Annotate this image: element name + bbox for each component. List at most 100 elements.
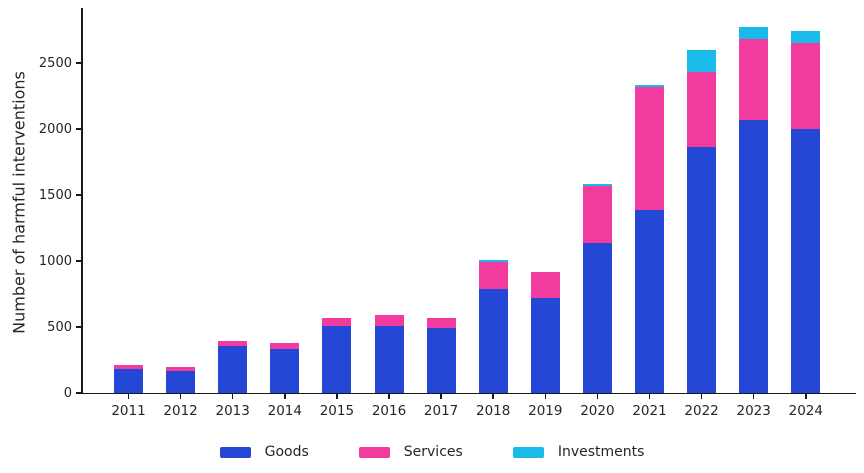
legend-swatch-services <box>358 446 390 458</box>
y-tick-label: 0 <box>63 385 72 401</box>
y-tick-label: 1000 <box>38 253 72 269</box>
x-tick-mark <box>700 394 703 399</box>
y-tick-mark <box>76 326 81 328</box>
y-tick-mark <box>76 260 81 262</box>
bar-segment-goods <box>739 119 769 393</box>
bar-segment-services <box>478 262 508 289</box>
x-tick-label: 2020 <box>580 403 615 419</box>
legend-label: Goods <box>264 444 309 460</box>
x-tick-label: 2014 <box>267 403 302 419</box>
y-tick-mark <box>76 128 81 130</box>
x-tick-label: 2024 <box>788 403 823 419</box>
legend-swatch-goods <box>219 446 251 458</box>
bar-group-2011 <box>114 365 143 393</box>
bar-group-2023 <box>739 26 769 393</box>
x-tick-mark <box>805 394 807 399</box>
bar-segment-services <box>218 340 248 347</box>
y-axis-spine <box>81 8 83 393</box>
x-tick-label: 2018 <box>476 403 511 419</box>
x-tick-label: 2012 <box>163 403 198 419</box>
bar-group-2019 <box>530 271 560 393</box>
x-tick-mark <box>544 394 547 399</box>
bar-segment-goods <box>791 128 821 393</box>
bar-segment-investments <box>739 26 769 39</box>
legend-item-goods: Goods <box>219 444 309 460</box>
x-tick-mark <box>648 394 651 399</box>
bar-group-2016 <box>374 315 404 393</box>
x-tick-label: 2013 <box>215 403 250 419</box>
bar-segment-services <box>426 318 456 329</box>
x-tick-mark <box>179 394 182 399</box>
bar-segment-goods <box>687 147 717 393</box>
bar-segment-services <box>322 317 352 327</box>
bar-group-2014 <box>270 342 300 393</box>
bar-segment-investments <box>791 31 821 43</box>
bar-group-2017 <box>426 318 456 393</box>
bar-segment-goods <box>426 328 456 393</box>
bar-group-2021 <box>635 84 664 393</box>
bar-segment-services <box>114 365 143 370</box>
x-tick-label: 2016 <box>371 403 407 419</box>
x-tick-mark <box>231 394 234 399</box>
bar-group-2024 <box>791 31 821 393</box>
bar-segment-services <box>270 342 300 349</box>
y-tick-mark <box>76 392 81 394</box>
x-tick-label: 2019 <box>528 403 563 419</box>
bar-group-2012 <box>166 367 196 393</box>
y-tick-label: 1500 <box>38 187 72 203</box>
bar-segment-goods <box>478 288 508 393</box>
bar-segment-investments <box>478 259 508 263</box>
y-tick-mark <box>76 62 81 64</box>
bar-segment-investments <box>582 184 612 186</box>
bar-group-2015 <box>322 317 352 393</box>
bar-group-2018 <box>478 259 508 393</box>
bar-segment-goods <box>635 209 664 393</box>
x-tick-mark <box>388 394 390 399</box>
bar-segment-goods <box>582 242 612 393</box>
bar-segment-goods <box>322 326 352 393</box>
bar-segment-goods <box>270 348 300 393</box>
x-tick-mark <box>596 394 599 399</box>
bar-group-2022 <box>687 49 717 393</box>
bar-segment-services <box>374 315 404 326</box>
legend-label: Services <box>403 444 463 460</box>
legend-item-services: Services <box>358 444 463 460</box>
x-axis-spine <box>81 392 856 394</box>
bar-segment-services <box>739 38 769 120</box>
bar-segment-investments <box>635 84 664 87</box>
bar-segment-services <box>791 42 821 129</box>
bar-segment-goods <box>530 297 560 393</box>
x-tick-label: 2022 <box>684 403 719 419</box>
bar-segment-investments <box>687 49 717 72</box>
legend-label: Investments <box>557 444 645 460</box>
x-tick-label: 2023 <box>736 403 771 419</box>
y-tick-mark <box>76 194 81 196</box>
x-tick-mark <box>492 394 494 399</box>
bar-segment-goods <box>374 325 404 393</box>
bar-segment-goods <box>166 370 196 393</box>
bar-group-2020 <box>582 184 612 393</box>
legend-item-investments: Investments <box>512 444 645 460</box>
x-tick-label: 2017 <box>423 403 459 419</box>
x-tick-mark <box>336 394 338 399</box>
bar-segment-services <box>582 185 612 243</box>
x-tick-mark <box>127 394 130 399</box>
x-tick-label: 2015 <box>319 403 355 419</box>
x-tick-label: 2011 <box>111 403 146 419</box>
x-tick-mark <box>284 394 286 399</box>
y-tick-label: 2500 <box>38 55 72 71</box>
bar-group-2013 <box>218 340 248 393</box>
y-tick-label: 2000 <box>38 121 72 137</box>
x-tick-label: 2021 <box>632 403 667 419</box>
x-tick-mark <box>440 394 442 399</box>
bar-segment-services <box>166 367 196 371</box>
y-axis-label: Number of harmful interventions <box>9 71 29 334</box>
bar-segment-services <box>530 271 560 298</box>
bar-segment-services <box>635 86 664 210</box>
bar-segment-services <box>687 71 717 148</box>
bar-segment-goods <box>114 369 143 393</box>
bar-segment-goods <box>218 346 248 393</box>
x-tick-mark <box>752 394 755 399</box>
legend: Goods Services Investments <box>0 437 864 467</box>
